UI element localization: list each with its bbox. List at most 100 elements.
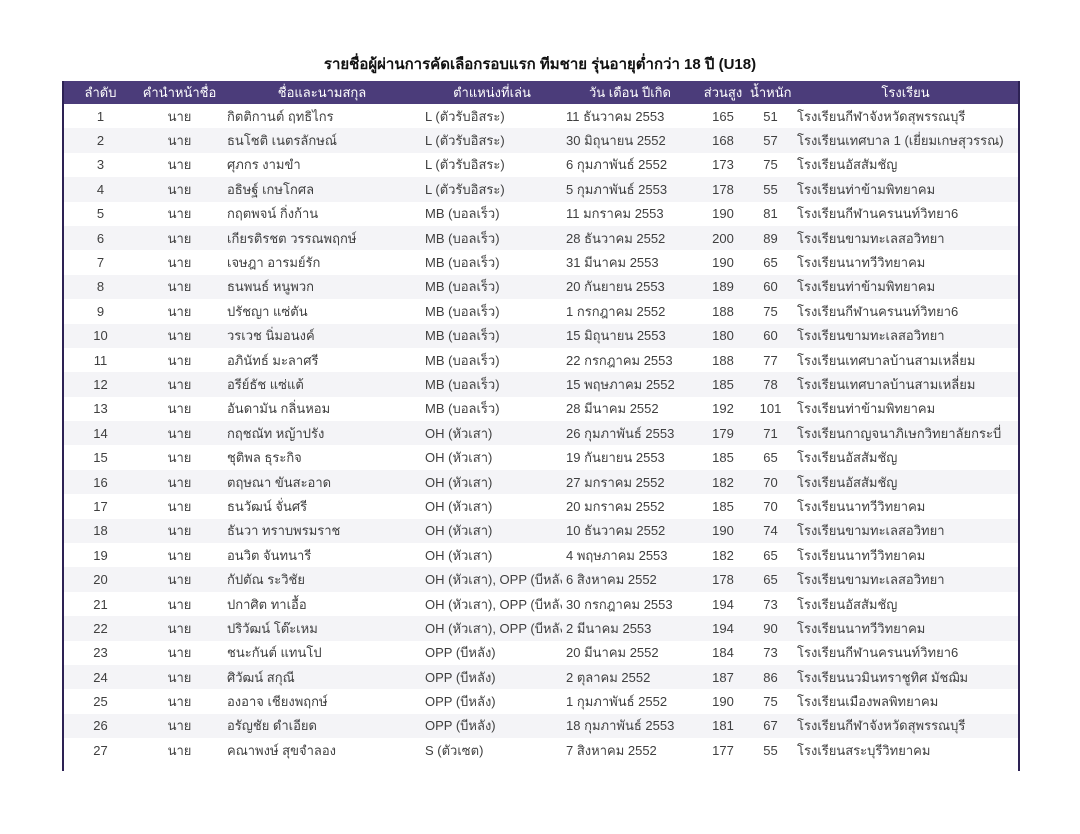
cell-dob: 20 มีนาคม 2552 (566, 645, 659, 661)
cell-dob: 30 มิถุนายน 2552 (566, 133, 666, 149)
cell-name: ศุภกร งามขำ (227, 157, 301, 173)
cell-name: กัปตัณ ระวิชัย (227, 572, 305, 588)
cell-school: โรงเรียนอัสสัมชัญ (797, 157, 898, 173)
cell-school: โรงเรียนขามทะเลสอวิทยา (797, 328, 945, 344)
cell-no: 27 (93, 742, 108, 758)
cell-dob: 27 มกราคม 2552 (566, 474, 665, 490)
cell-dob: 22 กรกฎาคม 2553 (566, 352, 673, 368)
cell-prefix: นาย (167, 742, 192, 758)
table-row: 26 นาย อรัญชัย ดำเอียด OPP (บีหลัง) 18 ก… (64, 713, 1018, 739)
header-weight: น้ำหนัก (748, 81, 793, 104)
cell-dob: 20 กันยายน 2553 (566, 279, 665, 295)
cell-no: 20 (93, 572, 108, 588)
players-table: ลำดับ คำนำหน้าชื่อ ชื่อและนามสกุล ตำแหน่… (64, 81, 1018, 763)
cell-name: กฤชณัท หญ้าปรัง (227, 425, 325, 441)
cell-no: 16 (93, 474, 108, 490)
cell-dob: 1 กุมภาพันธ์ 2552 (566, 694, 668, 710)
cell-weight: 75 (763, 303, 778, 319)
cell-prefix: นาย (167, 596, 192, 612)
cell-school: โรงเรียนนาทวีวิทยาคม (797, 255, 926, 271)
cell-name: คณาพงษ์ สุขจำลอง (227, 742, 337, 758)
cell-weight: 65 (763, 547, 778, 563)
header-name: ชื่อและนามสกุล (222, 81, 422, 104)
cell-weight: 67 (763, 718, 778, 734)
cell-name: กิตติกานต์ ฤทธิไกร (227, 108, 334, 124)
cell-dob: 28 ธันวาคม 2552 (566, 230, 666, 246)
page-title: รายชื่อผู้ผ่านการคัดเลือกรอบแรก ทีมชาย ร… (323, 56, 757, 73)
cell-weight: 55 (763, 181, 778, 197)
cell-no: 1 (96, 108, 105, 124)
cell-prefix: นาย (167, 157, 192, 173)
cell-school: โรงเรียนกีฬาจังหวัดสุพรรณบุรี (797, 108, 966, 124)
cell-weight: 75 (763, 157, 778, 173)
cell-school: โรงเรียนกีฬาจังหวัดสุพรรณบุรี (797, 718, 966, 734)
table-row: 17 นาย ธนวัฒน์ จั่นศรี OH (หัวเสา) 20 มก… (64, 494, 1018, 518)
cell-name: เจษฎา อารมย์รัก (227, 255, 321, 271)
table-row: 2 นาย ธนโชติ เนตรลักษณ์ L (ตัวรับอิสระ) … (64, 128, 1018, 153)
table-row: 13 นาย อันดามัน กลิ่นหอม MB (บอลเร็ว) 28… (64, 397, 1018, 421)
cell-position: S (ตัวเซต) (425, 742, 484, 758)
cell-height: 200 (712, 230, 734, 246)
cell-name: เกียรติรชต วรรณพฤกษ์ (227, 230, 357, 246)
cell-no: 7 (96, 255, 105, 271)
cell-weight: 51 (763, 108, 778, 124)
table-row: 15 นาย ชุติพล ธุระกิจ OH (หัวเสา) 19 กัน… (64, 445, 1018, 469)
cell-position: OH (หัวเสา), OPP (บีหลัง) (425, 572, 562, 588)
cell-height: 188 (712, 352, 734, 368)
cell-dob: 18 กุมภาพันธ์ 2553 (566, 718, 675, 734)
cell-name: ชุติพล ธุระกิจ (227, 450, 302, 466)
cell-dob: 31 มีนาคม 2553 (566, 255, 659, 271)
cell-name: อรีย์ธัช แซ่แต้ (227, 376, 304, 392)
cell-school: โรงเรียนขามทะเลสอวิทยา (797, 572, 945, 588)
cell-height: 189 (712, 279, 734, 295)
cell-name: ศิวัฒน์ สกุณี (227, 669, 295, 685)
cell-dob: 5 กุมภาพันธ์ 2553 (566, 181, 668, 197)
cell-dob: 2 มีนาคม 2553 (566, 620, 652, 636)
cell-school: โรงเรียนอัสสัมชัญ (797, 596, 898, 612)
cell-name: อนวิต จันทนารี (227, 547, 312, 563)
cell-height: 185 (712, 498, 734, 514)
table-header: ลำดับ คำนำหน้าชื่อ ชื่อและนามสกุล ตำแหน่… (64, 81, 1018, 104)
cell-weight: 65 (763, 255, 778, 271)
cell-dob: 6 สิงหาคม 2552 (566, 572, 657, 588)
cell-position: OH (หัวเสา) (425, 474, 493, 490)
cell-no: 5 (96, 206, 105, 222)
cell-position: L (ตัวรับอิสระ) (425, 181, 505, 197)
cell-height: 178 (712, 572, 734, 588)
cell-position: OPP (บีหลัง) (425, 694, 496, 710)
cell-no: 12 (93, 376, 108, 392)
cell-height: 173 (712, 157, 734, 173)
cell-prefix: นาย (167, 450, 192, 466)
cell-weight: 65 (763, 572, 778, 588)
cell-no: 10 (93, 328, 108, 344)
table-row: 14 นาย กฤชณัท หญ้าปรัง OH (หัวเสา) 26 กุ… (64, 421, 1018, 446)
table-header-row: ลำดับ คำนำหน้าชื่อ ชื่อและนามสกุล ตำแหน่… (64, 81, 1018, 104)
cell-height: 182 (712, 474, 734, 490)
cell-school: โรงเรียนเมืองพลพิทยาคม (797, 694, 939, 710)
table-row: 24 นาย ศิวัฒน์ สกุณี OPP (บีหลัง) 2 ตุลา… (64, 664, 1018, 690)
cell-name: ตฤษณา ขันสะอาด (227, 474, 332, 490)
cell-prefix: นาย (167, 572, 192, 588)
header-prefix: คำนำหน้าชื่อ (137, 81, 222, 104)
cell-weight: 65 (763, 450, 778, 466)
cell-school: โรงเรียนนาทวีวิทยาคม (797, 547, 926, 563)
cell-dob: 15 มิถุนายน 2553 (566, 328, 666, 344)
cell-weight: 73 (763, 645, 778, 661)
cell-no: 23 (93, 645, 108, 661)
cell-weight: 77 (763, 352, 778, 368)
cell-height: 194 (712, 596, 734, 612)
table-row: 3 นาย ศุภกร งามขำ L (ตัวรับอิสระ) 6 กุมภ… (64, 153, 1018, 177)
cell-school: โรงเรียนอัสสัมชัญ (797, 474, 898, 490)
cell-school: โรงเรียนเทศบาลบ้านสามเหลี่ยม (797, 352, 976, 368)
cell-name: อธิษฐ์ เกษโกศล (227, 181, 315, 197)
table-row: 8 นาย ธนพนธ์ หนูพวก MB (บอลเร็ว) 20 กันย… (64, 274, 1018, 300)
table-row: 4 นาย อธิษฐ์ เกษโกศล L (ตัวรับอิสระ) 5 ก… (64, 177, 1018, 202)
cell-position: MB (บอลเร็ว) (425, 279, 500, 295)
cell-prefix: นาย (167, 230, 192, 246)
cell-school: โรงเรียนท่าข้ามพิทยาคม (797, 181, 936, 197)
cell-no: 24 (93, 669, 108, 685)
cell-height: 184 (712, 645, 734, 661)
cell-no: 22 (93, 620, 108, 636)
cell-position: OH (หัวเสา) (425, 547, 493, 563)
